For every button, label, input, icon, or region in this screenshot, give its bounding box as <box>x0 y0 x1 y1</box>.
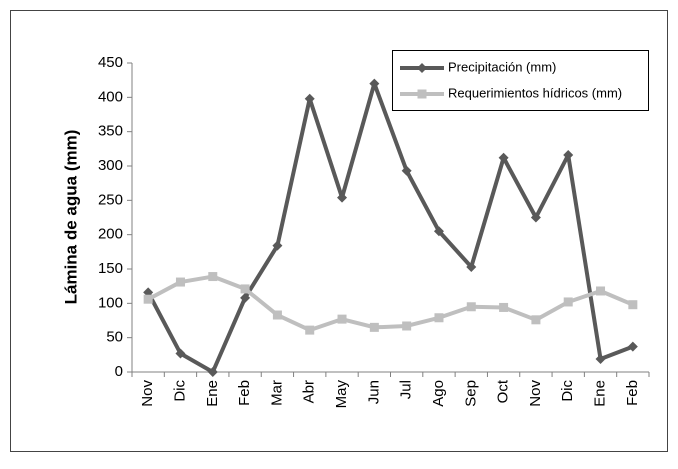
y-tick-label: 450 <box>98 54 123 71</box>
data-point <box>530 212 541 223</box>
y-tick-label: 350 <box>98 123 123 140</box>
y-tick-label: 50 <box>106 329 123 346</box>
x-tick-label: Dic <box>559 380 576 402</box>
data-point <box>369 322 379 332</box>
x-tick-label: Dic <box>171 380 188 402</box>
x-tick-label: Nov <box>527 380 544 407</box>
data-point <box>434 313 444 323</box>
x-tick-label: May <box>333 380 350 409</box>
legend-label: Precipitación (mm) <box>448 59 556 74</box>
data-point <box>628 300 638 310</box>
legend-marker <box>417 89 427 99</box>
data-point <box>337 314 347 324</box>
x-tick-label: Ago <box>430 380 447 407</box>
series-line <box>146 81 634 374</box>
y-tick-label: 100 <box>98 294 123 311</box>
y-tick-label: 250 <box>98 191 123 208</box>
data-point <box>531 315 541 325</box>
data-point <box>498 152 509 163</box>
x-tick-label: Feb <box>624 380 641 406</box>
x-tick-label: Mar <box>268 380 285 406</box>
data-point <box>595 353 606 364</box>
x-tick-label: Sep <box>462 380 479 407</box>
x-tick-label: Ene <box>592 380 609 407</box>
data-point <box>596 286 606 296</box>
y-tick-label: 300 <box>98 157 123 174</box>
x-tick-label: Ene <box>204 380 221 407</box>
data-point <box>369 78 380 89</box>
data-point <box>272 310 282 320</box>
legend-box <box>392 50 649 111</box>
data-point <box>499 302 509 312</box>
x-tick-label: Jul <box>398 380 415 399</box>
data-point <box>433 226 444 237</box>
data-point <box>401 165 412 176</box>
x-tick-label: Oct <box>495 379 512 403</box>
y-tick-label: 0 <box>115 363 123 380</box>
legend-label: Requerimientos hídricos (mm) <box>448 85 622 100</box>
y-tick-label: 150 <box>98 260 123 277</box>
data-point <box>304 93 315 104</box>
y-tick-label: 200 <box>98 226 123 243</box>
data-point <box>466 302 476 312</box>
data-point <box>466 261 477 272</box>
data-point <box>240 284 250 294</box>
data-point <box>208 272 218 282</box>
x-tick-label: Jun <box>365 380 382 404</box>
y-tick-label: 400 <box>98 88 123 105</box>
data-point <box>627 341 638 352</box>
data-point <box>305 325 315 335</box>
series-line <box>147 274 634 333</box>
data-point <box>563 150 574 161</box>
data-point <box>563 297 573 307</box>
data-point <box>402 321 412 331</box>
data-point <box>207 367 218 377</box>
y-axis-label: Lámina de agua (mm) <box>61 130 80 305</box>
data-point <box>337 192 348 203</box>
x-tick-label: Nov <box>139 380 156 407</box>
x-tick-label: Abr <box>301 380 318 403</box>
legend-marker <box>417 63 427 73</box>
data-point <box>175 348 186 359</box>
data-point <box>143 294 153 304</box>
data-point <box>240 292 251 303</box>
x-tick-label: Feb <box>236 380 253 406</box>
data-point <box>272 240 283 251</box>
data-point <box>175 277 185 287</box>
